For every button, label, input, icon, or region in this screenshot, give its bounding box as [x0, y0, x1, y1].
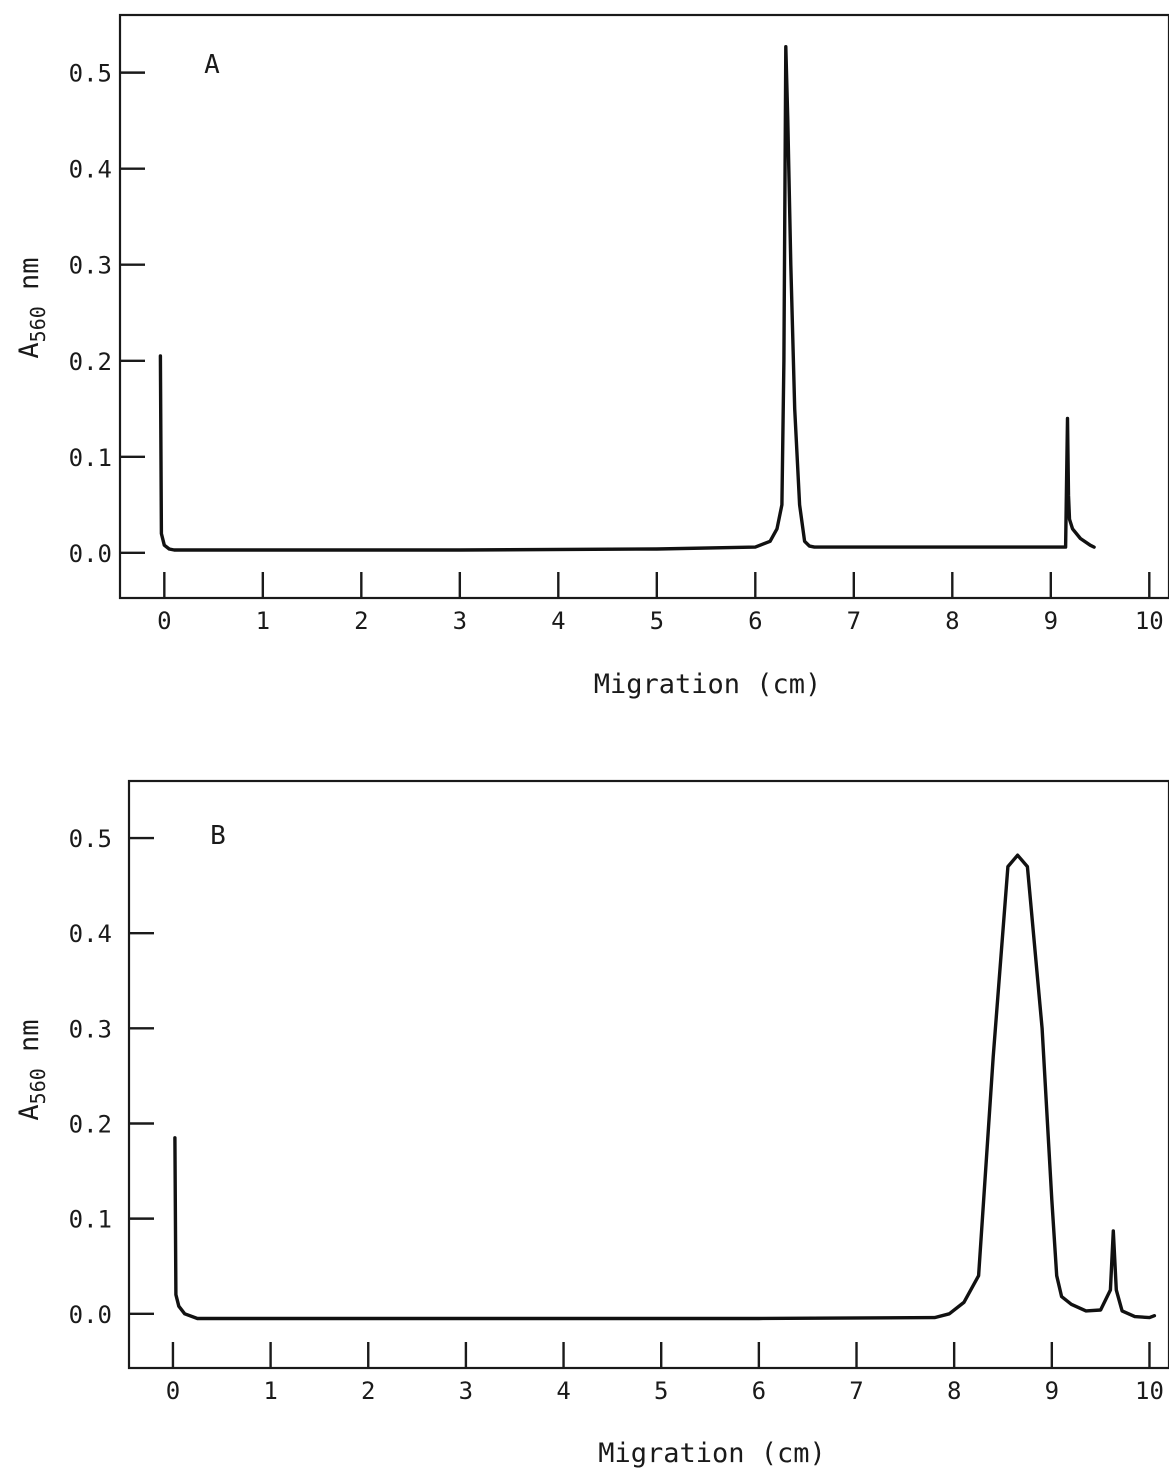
panel-label: B [210, 821, 226, 851]
panel-label: A [204, 50, 220, 80]
chart-panel-a: 0.0 0.1 0.2 0.3 0.4 0.5 0 1 2 3 4 5 6 7 8 9 10 A Migration… [14, 13, 1169, 700]
x-tick-label: 3 [453, 607, 467, 635]
x-tick-label: 6 [752, 1377, 766, 1405]
plot-frame [118, 13, 1169, 600]
plot-frame [127, 779, 1169, 1370]
x-tick-label: 10 [1135, 1377, 1164, 1405]
y-tick-label: 0.4 [69, 920, 112, 948]
y-tick-label: 0.3 [69, 1015, 112, 1043]
x-axis-title: Migration (cm) [598, 1438, 826, 1469]
y-axis-title: A560 nm [14, 1019, 50, 1120]
x-tick-label: 5 [654, 1377, 668, 1405]
y-tick-label: 0.4 [69, 156, 112, 184]
y-axis-title-main: A [14, 342, 45, 358]
x-tick-label: 7 [847, 607, 861, 635]
y-tick-label: 0.3 [69, 252, 112, 280]
y-tick-label: 0.1 [69, 1206, 112, 1234]
y-axis-title-unit: nm [14, 257, 45, 306]
y-tick-label: 0.5 [69, 825, 112, 853]
x-tick-label: 1 [263, 1377, 277, 1405]
x-tick-label: 1 [256, 607, 270, 635]
y-tick-label: 0.2 [69, 1110, 112, 1138]
x-tick-label: 9 [1044, 607, 1058, 635]
x-tick-label: 7 [849, 1377, 863, 1405]
y-axis-title-main: A [14, 1104, 45, 1120]
y-tick-label: 0.2 [69, 348, 112, 376]
y-axis-title-subscript: 560 [26, 306, 50, 342]
absorbance-trace [173, 853, 1157, 1321]
y-axis-title-subscript: 560 [26, 1068, 50, 1104]
x-tick-label: 8 [947, 1377, 961, 1405]
y-axis-title-unit: nm [14, 1019, 45, 1068]
x-tick-label: 3 [459, 1377, 473, 1405]
absorbance-trace [158, 45, 1096, 552]
x-tick-label: 2 [354, 607, 368, 635]
x-tick-label: 6 [748, 607, 762, 635]
x-tick-label: 0 [157, 607, 171, 635]
y-axis-title: A560 nm [14, 257, 50, 358]
y-tick-label: 0.1 [69, 444, 112, 472]
x-tick-label: 0 [166, 1377, 180, 1405]
x-tick-label: 4 [556, 1377, 570, 1405]
x-tick-label: 9 [1045, 1377, 1059, 1405]
x-tick-label: 8 [945, 607, 959, 635]
y-tick-label: 0.0 [69, 1301, 112, 1329]
x-tick-label: 4 [551, 607, 565, 635]
y-tick-label: 0.0 [69, 540, 112, 568]
x-tick-label: 2 [361, 1377, 375, 1405]
x-tick-label: 5 [650, 607, 664, 635]
x-axis-title: Migration (cm) [594, 669, 822, 700]
chart-panel-b: 0.0 0.1 0.2 0.3 0.4 0.5 0 1 2 3 4 5 6 7 8 9 10 B Migration… [14, 779, 1169, 1469]
x-tick-label: 10 [1135, 607, 1164, 635]
y-tick-label: 0.5 [69, 60, 112, 88]
